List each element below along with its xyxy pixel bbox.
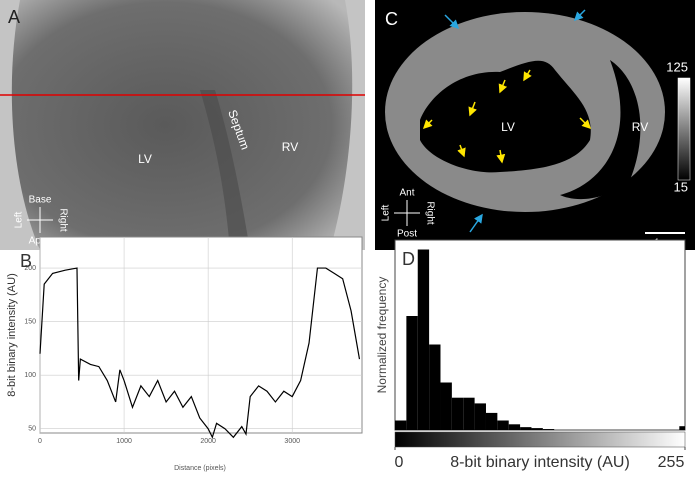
histogram-bar xyxy=(440,382,452,430)
x-tick-label: 0 xyxy=(38,438,42,445)
panel-label: D xyxy=(402,249,415,269)
region-label: LV xyxy=(138,152,152,166)
region-label: RV xyxy=(282,140,298,154)
histogram-bar xyxy=(451,397,464,430)
plot-area xyxy=(39,236,363,434)
orientation-label: Post xyxy=(397,229,417,240)
y-tick-label: 50 xyxy=(28,426,36,433)
orientation-cross xyxy=(394,200,420,226)
lv-cavity xyxy=(420,60,591,173)
septum-shade xyxy=(200,90,250,250)
x-tick-label: 2000 xyxy=(200,438,216,445)
y-tick-label: 100 xyxy=(24,372,36,379)
histogram-bar xyxy=(474,403,486,430)
histogram-bar xyxy=(508,424,521,430)
region-label: RV xyxy=(632,120,648,134)
profile-line xyxy=(39,267,361,439)
histogram-bar xyxy=(520,427,532,430)
colorbar-max: 125 xyxy=(666,59,688,74)
y-axis-label: Normalized frequency xyxy=(375,277,389,394)
x-tick-label: 1000 xyxy=(116,438,132,445)
colorbar-min: 15 xyxy=(674,179,688,194)
plot-area xyxy=(394,239,686,431)
histogram-bar xyxy=(395,420,407,430)
colorbar xyxy=(677,77,691,181)
y-tick-label: 200 xyxy=(24,265,36,272)
histogram-bar xyxy=(429,344,441,430)
orientation-label: Base xyxy=(29,195,52,206)
orientation-label: Ant xyxy=(399,188,414,199)
panel-label: A xyxy=(8,7,20,27)
orientation-cross xyxy=(27,207,53,233)
histogram-bar xyxy=(406,316,418,430)
rv-cavity xyxy=(560,60,641,200)
x-tick-label: 0 xyxy=(395,454,404,471)
panel-label: B xyxy=(20,251,32,271)
x-tick-label: 3000 xyxy=(284,438,300,445)
yellow-arrows xyxy=(422,69,592,164)
histogram-bar xyxy=(497,420,509,430)
heart-image xyxy=(11,0,353,250)
orientation-label: Left xyxy=(381,204,392,221)
x-tick-label: 255 xyxy=(658,454,685,471)
orientation-label: Left xyxy=(14,211,25,228)
intensity-colorbar xyxy=(394,431,686,448)
orientation-label: Right xyxy=(57,208,68,232)
y-axis-label: 8-bit binary intensity (AU) xyxy=(6,273,18,397)
histogram-bar xyxy=(417,249,430,430)
histogram-bar xyxy=(531,428,543,430)
panel-c: C LV RV Ant Post Left Right 125 15 1 cm xyxy=(375,0,695,250)
region-label: LV xyxy=(501,120,515,134)
histogram-bar xyxy=(485,412,498,430)
x-axis-label: Distance (pixels) xyxy=(174,465,226,472)
x-axis-label: 8-bit binary intensity (AU) xyxy=(450,454,630,471)
histogram-bar xyxy=(542,429,555,430)
panel-label: C xyxy=(385,9,398,29)
blue-arrows xyxy=(444,9,586,233)
orientation-label: Right xyxy=(424,201,435,225)
histogram-bar xyxy=(679,426,685,430)
panel-a: A LV Septum RV Base Apex Left Right xyxy=(0,0,365,250)
y-tick-label: 150 xyxy=(24,318,36,325)
histogram-bar xyxy=(463,397,475,430)
